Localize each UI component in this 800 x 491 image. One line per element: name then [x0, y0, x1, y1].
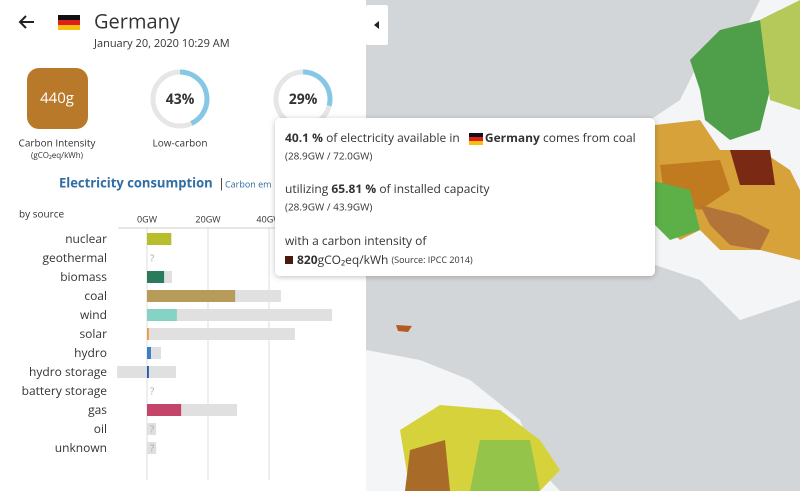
tooltip-line: with a carbon intensity of — [285, 232, 427, 249]
production-bar — [147, 309, 177, 321]
capacity-bar — [147, 423, 157, 435]
tab-active[interactable]: Electricity consumption — [59, 173, 213, 191]
low-carbon-value: 43% — [166, 90, 195, 109]
source-label: coal — [84, 287, 107, 304]
source-label: wind — [80, 306, 107, 323]
source-label: solar — [79, 325, 107, 342]
x-tick-label: 20GW — [195, 212, 221, 225]
source-label: unknown — [55, 439, 107, 456]
by-source-label: by source — [19, 207, 65, 221]
production-bar — [147, 328, 149, 340]
tooltip-sub: (28.9GW / 72.0GW) — [285, 149, 372, 163]
unknown-marker: ? — [150, 384, 155, 398]
tooltip-flag — [469, 133, 483, 145]
gauge-arc — [302, 69, 333, 107]
intensity-swatch — [285, 256, 293, 264]
source-label: hydro — [74, 344, 107, 361]
tooltip-line: utilizing 65.81 % of installed capacity — [285, 180, 490, 197]
production-bar — [147, 366, 149, 378]
production-bar — [147, 271, 165, 283]
source-label: hydro storage — [29, 363, 107, 380]
carbon-intensity-label: Carbon Intensity — [19, 136, 97, 150]
production-bar — [147, 404, 182, 416]
tooltip-line: 820gCO₂eq/kWh (Source: IPCC 2014) — [297, 251, 473, 268]
unknown-marker: ? — [150, 441, 155, 455]
x-tick-label: 0GW — [137, 212, 158, 225]
production-bar — [147, 233, 172, 245]
tooltip-sub: (28.9GW / 43.9GW) — [285, 200, 372, 214]
country-name: Germany — [94, 7, 181, 34]
flag — [58, 15, 80, 30]
source-label: nuclear — [65, 230, 107, 247]
tab-other[interactable]: Carbon em — [225, 177, 272, 190]
tab-separator: | — [218, 173, 225, 191]
source-label: geothermal — [42, 249, 107, 266]
back-button[interactable] — [18, 15, 34, 29]
source-label: battery storage — [22, 382, 108, 399]
capacity-bar — [117, 366, 176, 378]
carbon-intensity-box — [27, 68, 88, 129]
tooltip-line: 40.1 % of electricity available in Germa… — [285, 129, 636, 146]
production-bar — [147, 347, 151, 359]
datetime: January 20, 2020 10:29 AM — [93, 36, 230, 51]
unknown-marker: ? — [150, 422, 155, 436]
low-carbon-label: Low-carbon — [153, 136, 208, 150]
production-bar — [147, 290, 236, 302]
capacity-bar — [147, 442, 157, 454]
tooltip: 40.1 % of electricity available in Germa… — [275, 118, 655, 276]
source-label: gas — [88, 401, 107, 418]
capacity-bar — [147, 328, 295, 340]
source-label: oil — [94, 420, 107, 437]
gauge-arc — [179, 69, 210, 126]
unknown-marker: ? — [150, 251, 155, 265]
source-label: biomass — [60, 268, 107, 285]
collapse-icon — [374, 21, 379, 29]
carbon-intensity-unit: (gCO₂eq/kWh) — [31, 150, 84, 161]
renewable-value: 29% — [289, 90, 318, 109]
capacity-bar — [147, 309, 333, 321]
carbon-intensity-value: 440g — [40, 88, 74, 108]
